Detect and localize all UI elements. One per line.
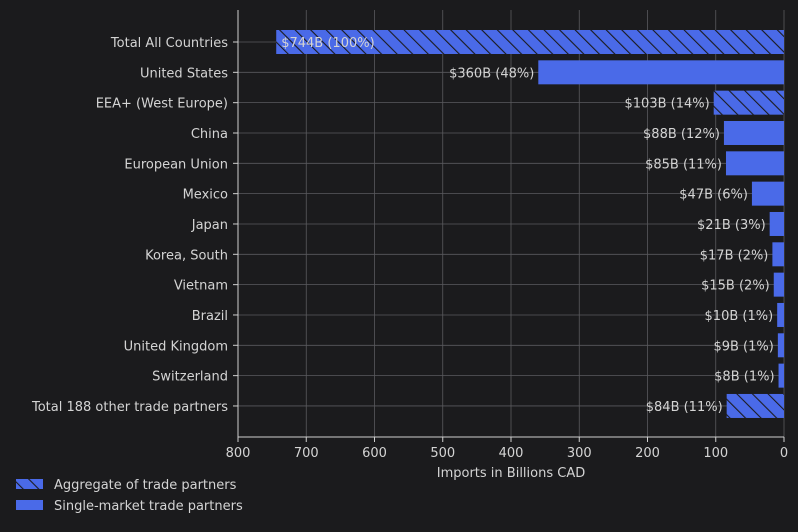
category-label: Total All Countries [110,36,228,51]
axes: 800 700 600 500 400 300 200 100 0 Total All Count… [31,10,788,461]
data-labels: $744B (100%) $360B (48%) $103B (14%) $88B (… [281,36,774,415]
data-label: $15B (2%) [701,279,770,294]
x-tick-label: 700 [294,446,319,461]
data-label: $85B (11%) [645,157,722,172]
x-tick-label: 400 [499,446,524,461]
category-label: Brazil [192,309,228,324]
bar-single-market [777,333,784,358]
x-tick-label: 800 [226,446,251,461]
category-label: Switzerland [152,370,228,385]
bar-single-market [723,120,784,145]
category-label: Korea, South [145,248,228,263]
legend: Aggregate of trade partners Single-market… [16,478,243,514]
legend-label: Single-market trade partners [54,499,243,514]
category-label: Vietnam [174,279,228,294]
x-tick-label: 0 [780,446,788,461]
bar-single-market [772,242,784,267]
x-tick-label: 600 [362,446,387,461]
category-label: Japan [191,218,228,233]
data-label: $744B (100%) [281,36,374,51]
category-label: Total 188 other trade partners [31,400,228,415]
category-label: Mexico [183,188,228,203]
x-axis-label: Imports in Billions CAD [437,466,585,481]
x-tick-label: 500 [430,446,455,461]
data-label: $21B (3%) [697,218,766,233]
category-label: United States [140,66,228,81]
x-tick-label: 300 [567,446,592,461]
legend-swatch-hatched [16,479,43,489]
data-label: $10B (1%) [705,309,774,324]
bar-aggregate [713,90,784,115]
bar-single-market [538,60,784,85]
data-label: $8B (1%) [714,370,774,385]
x-tick-label: 200 [635,446,660,461]
bar-aggregate [276,30,784,54]
bar-single-market [778,363,784,388]
legend-swatch-solid [16,500,43,510]
bar-aggregate [726,393,784,418]
legend-label: Aggregate of trade partners [54,478,237,493]
data-label: $9B (1%) [713,339,773,354]
category-label: United Kingdom [124,339,228,354]
category-label: China [191,127,228,142]
data-label: $47B (6%) [679,188,748,203]
bars [276,30,784,418]
data-label: $360B (48%) [449,66,534,81]
data-label: $88B (12%) [643,127,720,142]
data-label: $103B (14%) [625,97,710,112]
bar-single-market [725,151,784,176]
bar-single-market [773,272,784,297]
data-label: $17B (2%) [700,248,769,263]
category-label: European Union [124,157,228,172]
bar-single-market [751,181,784,206]
bar-single-market [769,211,784,236]
x-tick-label: 100 [703,446,728,461]
category-label: EEA+ (West Europe) [96,97,228,112]
data-label: $84B (11%) [646,400,723,415]
bar-single-market [777,302,784,327]
